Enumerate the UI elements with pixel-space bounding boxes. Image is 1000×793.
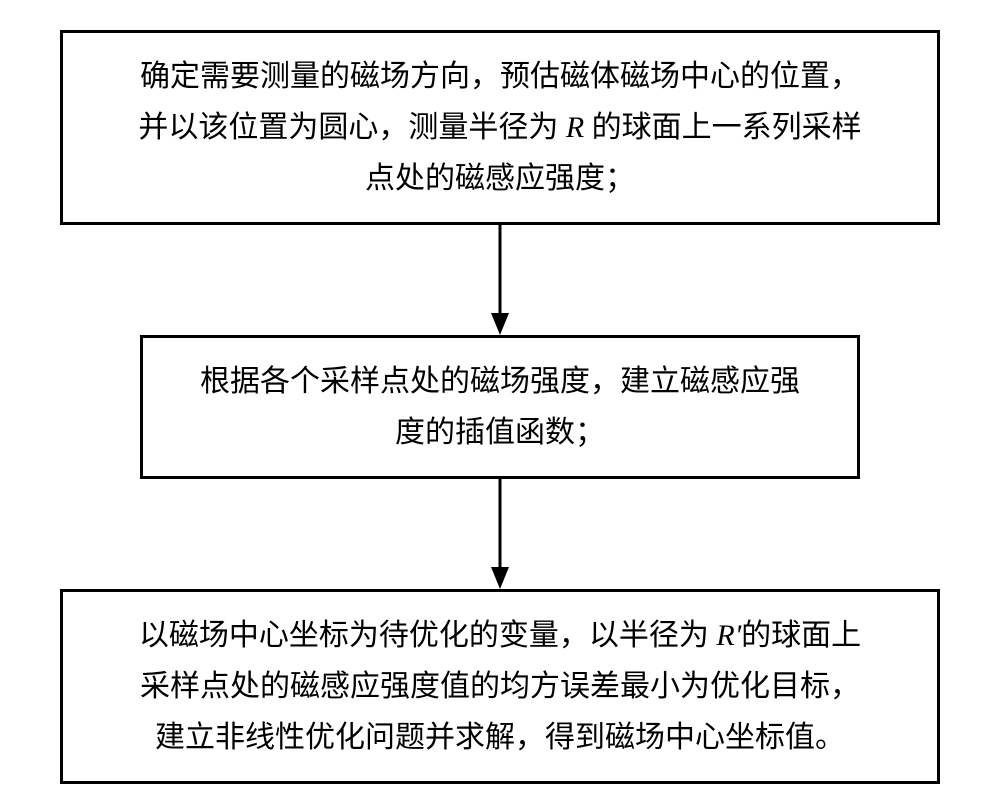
flow-arrow [50,479,950,589]
flow-node-text: 建立非线性优化问题并求解，得到磁场中心坐标值。 [155,721,845,754]
flow-arrow [50,225,950,335]
flow-node-n2: 根据各个采样点处的磁场强度，建立磁感应强度的插值函数； [140,335,860,479]
flow-node-text: 以磁场中心坐标为待优化的变量，以半径为 [139,619,717,652]
flow-node-text: R' [716,619,741,652]
flow-node-text: 度的插值函数； [395,416,605,449]
flow-node-text: 根据各个采样点处的磁场强度，建立磁感应强 [200,365,800,398]
flow-node-text: 的球面上 [741,619,861,652]
flow-node-text: 确定需要测量的磁场方向，预估磁体磁场中心的位置， [140,60,860,93]
flow-node-text: 的球面上一系列采样 [584,111,862,144]
flow-node-n1: 确定需要测量的磁场方向，预估磁体磁场中心的位置， 并以该位置为圆心，测量半径为 R… [60,30,940,225]
flow-node-text: 采样点处的磁感应强度值的均方误差最小为优化目标， [140,670,860,703]
flow-node-n3: 以磁场中心坐标为待优化的变量，以半径为 R'的球面上采样点处的磁感应强度值的均方… [60,589,940,784]
flow-node-text: 点处的磁感应强度； [365,162,635,195]
flow-node-text: R [566,111,584,144]
flow-node-text: 并以该位置为圆心，测量半径为 [138,111,566,144]
